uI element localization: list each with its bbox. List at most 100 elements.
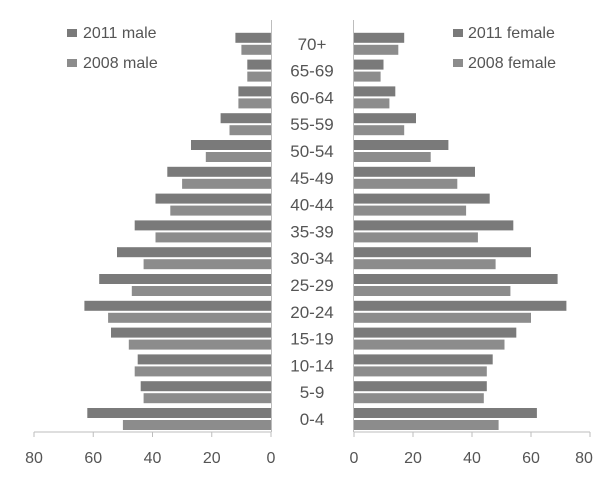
bar-2008-female-55-59: [354, 125, 405, 136]
bar-2008-female-45-49: [354, 178, 458, 189]
right-tick-label-20: 20: [404, 450, 422, 467]
bar-2011-female-10-14: [354, 354, 493, 365]
legend-female: 2011 female 2008 female: [453, 25, 556, 72]
bar-2011-male-70+: [235, 32, 271, 43]
bar-2011-male-60-64: [238, 86, 271, 97]
bar-2011-male-30-34: [117, 247, 271, 258]
bar-2011-male-35-39: [134, 220, 271, 231]
bar-2008-male-65-69: [247, 71, 271, 82]
bar-2008-female-50-54: [354, 152, 431, 162]
female-bars: [354, 32, 567, 430]
right-tick-label-80: 80: [575, 450, 593, 467]
male-bars: [84, 32, 272, 430]
bar-2008-female-10-14: [354, 366, 487, 377]
legend-male: 2011 male 2008 male: [67, 25, 158, 72]
bar-2011-female-25-29: [354, 274, 558, 284]
bar-2008-male-30-34: [143, 259, 271, 270]
bar-2011-female-20-24: [354, 300, 567, 311]
bar-2008-male-35-39: [155, 232, 271, 243]
legend-swatch-2008-male: [67, 59, 77, 67]
age-group-labels: 0-4 5-9 10-14 15-19 20-24 25-29 30-34 35-39 40-4…: [290, 35, 333, 429]
bar-2008-male-40-44: [170, 205, 271, 216]
bar-2011-female-50-54: [354, 140, 449, 150]
bar-2008-female-0-4: [354, 420, 499, 430]
age-label-70+: 70+: [298, 35, 327, 54]
age-label-50-54: 50-54: [290, 142, 333, 161]
bar-2011-female-30-34: [354, 247, 531, 258]
bar-2011-female-45-49: [354, 166, 475, 177]
legend-swatch-2008-female: [453, 59, 463, 67]
bar-2008-male-15-19: [128, 339, 271, 350]
bar-2008-male-70+: [241, 44, 271, 55]
bar-2011-male-40-44: [155, 193, 271, 204]
age-label-15-19: 15-19: [290, 330, 333, 349]
bar-2011-female-15-19: [354, 327, 517, 338]
bar-2011-male-65-69: [247, 59, 271, 70]
bar-2008-male-20-24: [108, 312, 271, 323]
age-label-5-9: 5-9: [300, 383, 325, 402]
bar-2008-female-60-64: [354, 98, 390, 109]
age-label-65-69: 65-69: [290, 62, 333, 81]
right-tick-label-0: 0: [350, 450, 359, 467]
bar-2008-female-65-69: [354, 71, 381, 82]
bar-2008-female-5-9: [354, 393, 484, 404]
left-tick-label-40: 40: [144, 450, 162, 467]
age-label-55-59: 55-59: [290, 115, 333, 134]
bar-2008-female-15-19: [354, 339, 505, 350]
bar-2011-male-55-59: [220, 113, 271, 124]
bar-2011-male-25-29: [99, 274, 271, 284]
age-label-40-44: 40-44: [290, 196, 333, 215]
age-label-20-24: 20-24: [290, 303, 333, 322]
left-tick-label-60: 60: [84, 450, 102, 467]
bar-2008-female-20-24: [354, 312, 531, 323]
legend-label-2008-female: 2008 female: [468, 55, 556, 72]
right-tick-label-40: 40: [463, 450, 481, 467]
bar-2011-female-55-59: [354, 113, 416, 124]
legend-label-2008-male: 2008 male: [83, 55, 158, 72]
bar-2011-male-45-49: [167, 166, 271, 177]
bar-2011-male-10-14: [137, 354, 271, 365]
legend-label-2011-female: 2011 female: [468, 25, 555, 42]
bar-2011-male-15-19: [111, 327, 271, 338]
left-tick-label-20: 20: [203, 450, 221, 467]
bar-2011-female-35-39: [354, 220, 514, 231]
age-label-10-14: 10-14: [290, 356, 333, 375]
age-label-0-4: 0-4: [300, 410, 325, 429]
bar-2008-male-25-29: [131, 286, 271, 296]
bar-2011-female-70+: [354, 32, 405, 43]
bar-2008-female-25-29: [354, 286, 511, 296]
bar-2008-male-60-64: [238, 98, 271, 109]
legend-label-2011-male: 2011 male: [83, 25, 157, 42]
bar-2008-male-45-49: [182, 178, 271, 189]
bar-2008-female-40-44: [354, 205, 467, 216]
bar-2008-male-55-59: [229, 125, 271, 136]
legend-swatch-2011-male: [67, 29, 77, 37]
bar-2011-male-20-24: [84, 300, 272, 311]
bar-2008-female-30-34: [354, 259, 496, 270]
bar-2008-male-50-54: [205, 152, 271, 162]
age-label-35-39: 35-39: [290, 222, 333, 241]
bar-2011-female-60-64: [354, 86, 396, 97]
age-label-30-34: 30-34: [290, 249, 333, 268]
bar-2008-male-5-9: [143, 393, 271, 404]
age-label-25-29: 25-29: [290, 276, 333, 295]
legend-swatch-2011-female: [453, 29, 463, 37]
bar-2011-female-40-44: [354, 193, 490, 204]
bar-2008-male-0-4: [122, 420, 272, 430]
left-tick-label-80: 80: [25, 450, 43, 467]
bar-2011-female-5-9: [354, 381, 487, 392]
bar-2011-male-50-54: [191, 140, 271, 150]
left-tick-label-0: 0: [267, 450, 276, 467]
age-label-45-49: 45-49: [290, 169, 333, 188]
bar-2011-female-0-4: [354, 408, 537, 418]
bar-2008-male-10-14: [134, 366, 271, 377]
right-tick-label-60: 60: [522, 450, 540, 467]
bar-2011-male-5-9: [140, 381, 271, 392]
axes: 80 60 40 20 0 0 20 40 60 80: [25, 20, 593, 467]
bar-2011-male-0-4: [87, 408, 271, 418]
age-label-60-64: 60-64: [290, 88, 333, 107]
bar-2008-female-35-39: [354, 232, 478, 243]
bar-2008-female-70+: [354, 44, 399, 55]
